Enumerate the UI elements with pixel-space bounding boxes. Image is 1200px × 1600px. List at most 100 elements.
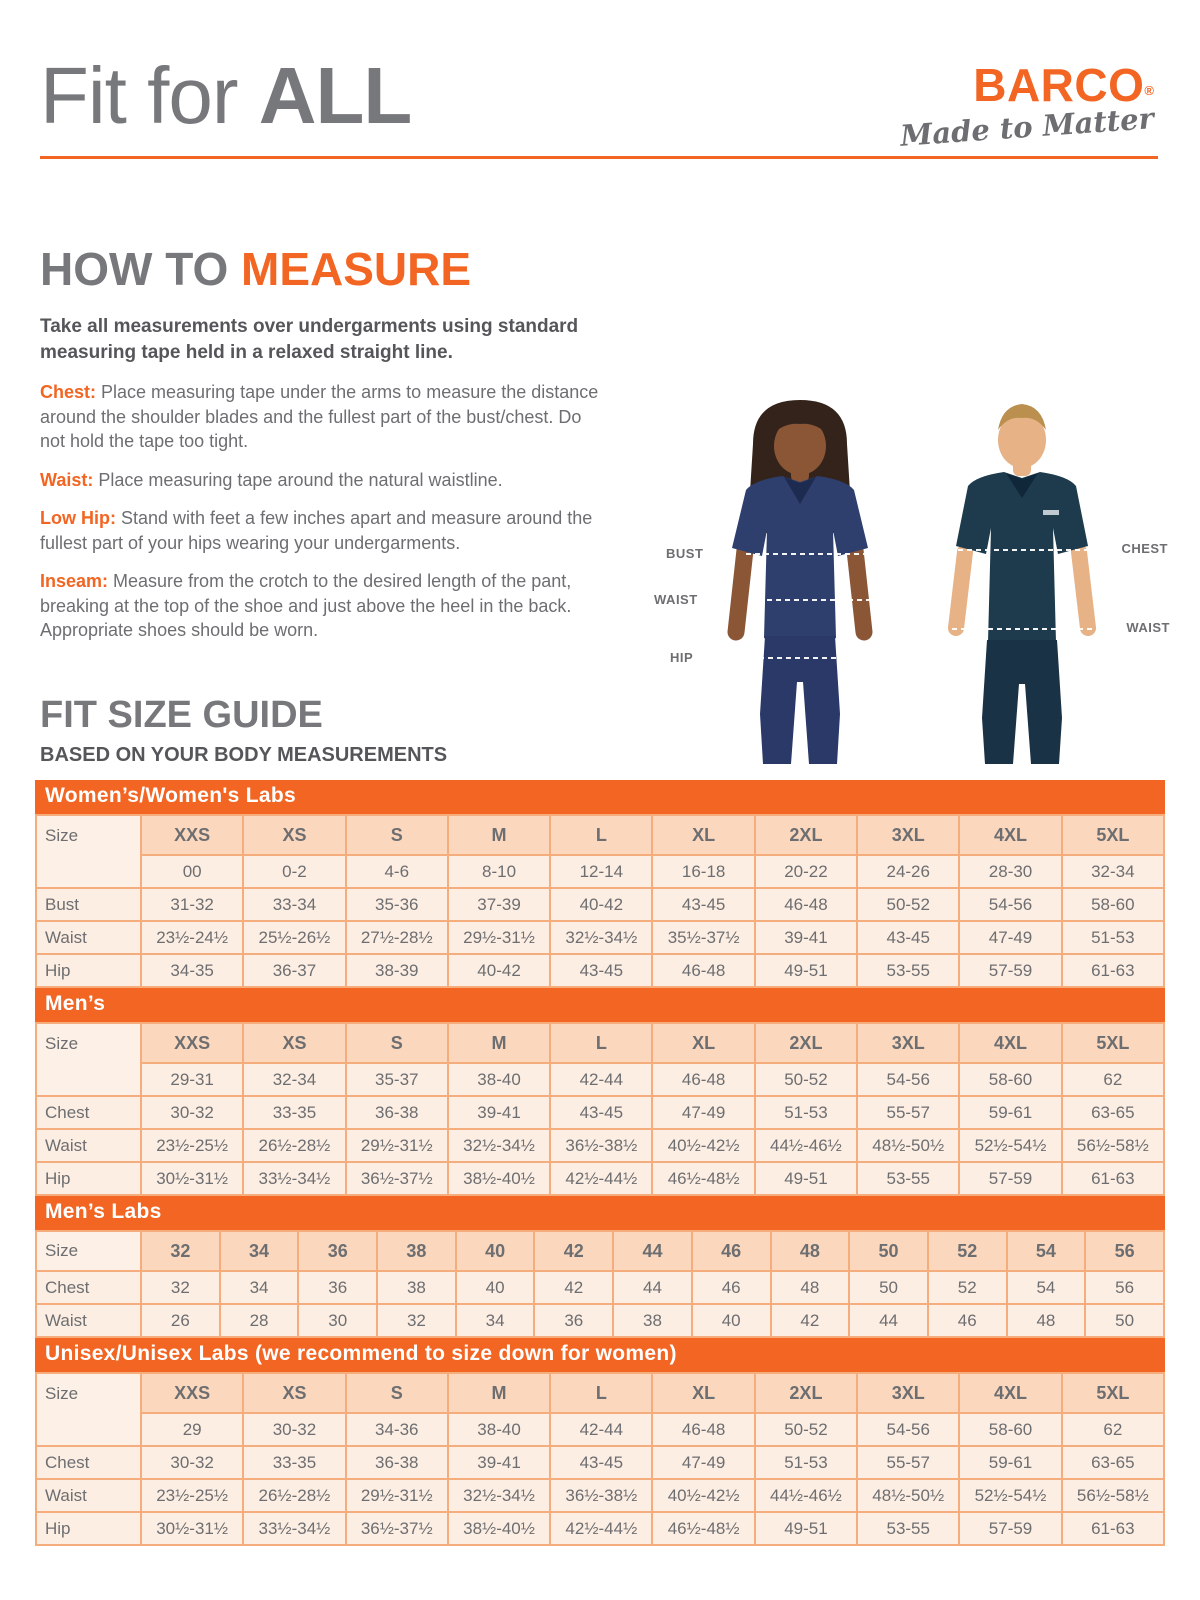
measure-item-text: Place measuring tape under the arms to m… [40,382,599,452]
measure-value-cell: 43-45 [549,1095,654,1130]
measure-row-label: Hip [35,953,142,988]
measure-value-cell: 30 [297,1303,379,1338]
numeric-size-cell: 00 [139,854,245,889]
measure-value-cell: 51-53 [753,1095,859,1130]
size-header-cell: 44 [612,1230,693,1272]
measure-value-cell: 34-35 [139,953,245,988]
brand-tagline: Made to Matter [899,101,1155,153]
measure-value-cell: 35½-37½ [651,920,756,955]
models-illustration [727,400,1107,764]
measure-value-cell: 44 [848,1303,929,1338]
measure-value-cell: 33-34 [242,887,347,922]
page-title-bold: ALL [258,51,413,140]
measure-value-cell: 26 [140,1303,221,1338]
measure-value-cell: 28 [218,1303,300,1338]
size-header-cell: XS [242,1022,347,1064]
measure-value-cell: 57-59 [958,1161,1063,1196]
size-header-cell: 32 [140,1230,221,1272]
measure-value-cell: 48 [1005,1303,1087,1338]
measure-value-cell: 36-37 [242,953,347,988]
numeric-size-cell: 50-52 [753,1412,859,1447]
measure-value-cell: 49-51 [753,1511,859,1546]
measure-value-cell: 34 [454,1303,536,1338]
size-header-cell: M [446,1022,552,1064]
measure-value-cell: 50 [1084,1303,1165,1338]
size-header-cell: 54 [1005,1230,1087,1272]
table-title-band: Men’s [35,988,1165,1022]
measure-value-cell: 61-63 [1060,953,1166,988]
how-to-measure-section: HOW TO MEASURE Take all measurements ove… [40,246,650,643]
numeric-size-cell: 4-6 [344,854,449,889]
header-divider [40,156,1158,159]
measure-value-cell: 38-39 [344,953,449,988]
measure-value-cell: 50 [848,1270,929,1305]
size-header-cell: 50 [848,1230,929,1272]
size-column-label: Size [35,1022,142,1097]
measure-item-text: Measure from the crotch to the desired l… [40,571,572,641]
numeric-size-cell: 38-40 [446,1412,552,1447]
size-header-cell: 3XL [856,814,961,856]
size-header-cell: L [549,1022,654,1064]
size-header-cell: S [344,814,449,856]
measure-value-cell: 39-41 [446,1095,552,1130]
waist-label-left: WAIST [654,592,698,607]
measure-row-label: Bust [35,887,142,922]
measure-value-cell: 42½-44½ [549,1161,654,1196]
measure-value-cell: 52 [926,1270,1008,1305]
bust-label: BUST [666,546,704,561]
measure-value-cell: 55-57 [856,1445,961,1480]
measure-value-cell: 46-48 [753,887,859,922]
measure-value-cell: 32½-34½ [446,1478,552,1513]
measure-value-cell: 23½-25½ [139,1128,245,1163]
measure-value-cell: 30½-31½ [139,1161,245,1196]
measure-value-cell: 59-61 [958,1445,1063,1480]
measure-value-cell: 33½-34½ [242,1161,347,1196]
size-header-cell: 46 [690,1230,772,1272]
size-header-cell: M [446,1372,552,1414]
measure-value-cell: 42½-44½ [549,1511,654,1546]
measure-value-cell: 40-42 [549,887,654,922]
numeric-size-cell: 46-48 [651,1412,756,1447]
size-table: Size XXS XS S M L XL 2XL 3XL 4XL 5XL 00 0-2 4-6 8-10 12… [35,814,1166,988]
chest-label: CHEST [1121,541,1168,556]
numeric-size-cell: 42-44 [549,1412,654,1447]
table-title: Men’s [45,992,106,1015]
measure-value-cell: 51-53 [1060,920,1166,955]
numeric-size-cell: 62 [1060,1062,1166,1097]
measure-value-cell: 46 [926,1303,1008,1338]
measure-value-cell: 32 [140,1270,221,1305]
measure-value-cell: 40½-42½ [651,1128,756,1163]
size-header-cell: XS [242,814,347,856]
size-header-cell: 56 [1084,1230,1165,1272]
measure-value-cell: 53-55 [856,1161,961,1196]
page-title-light: Fit for [40,51,259,140]
measure-item-text: Place measuring tape around the natural … [93,469,503,490]
page-title: Fit for ALL [40,56,412,136]
measure-value-cell: 32½-34½ [549,920,654,955]
measure-value-cell: 36½-38½ [549,1128,654,1163]
size-header-cell: 4XL [958,814,1063,856]
numeric-size-cell: 28-30 [958,854,1063,889]
table-title: Men’s Labs [45,1200,162,1223]
numeric-size-cell: 54-56 [856,1062,961,1097]
measure-item-chest: Chest: Place measuring tape under the ar… [40,380,605,453]
measure-value-cell: 35-36 [344,887,449,922]
measure-value-cell: 26½-28½ [242,1478,347,1513]
measure-value-cell: 43-45 [856,920,961,955]
measure-value-cell: 61-63 [1060,1511,1166,1546]
size-header-cell: 52 [926,1230,1008,1272]
size-column-label: Size [35,814,142,889]
measure-value-cell: 47-49 [651,1095,756,1130]
waist-label-right: WAIST [1126,620,1170,635]
measure-value-cell: 47-49 [958,920,1063,955]
measure-value-cell: 34 [218,1270,300,1305]
measure-value-cell: 48 [769,1270,851,1305]
size-header-cell: XL [651,1022,756,1064]
measure-value-cell: 26½-28½ [242,1128,347,1163]
measure-row-label: Chest [35,1445,142,1480]
measure-value-cell: 51-53 [753,1445,859,1480]
measure-value-cell: 54 [1005,1270,1087,1305]
measure-value-cell: 63-65 [1060,1095,1166,1130]
numeric-size-cell: 0-2 [242,854,347,889]
heading-accent: MEASURE [241,243,472,295]
